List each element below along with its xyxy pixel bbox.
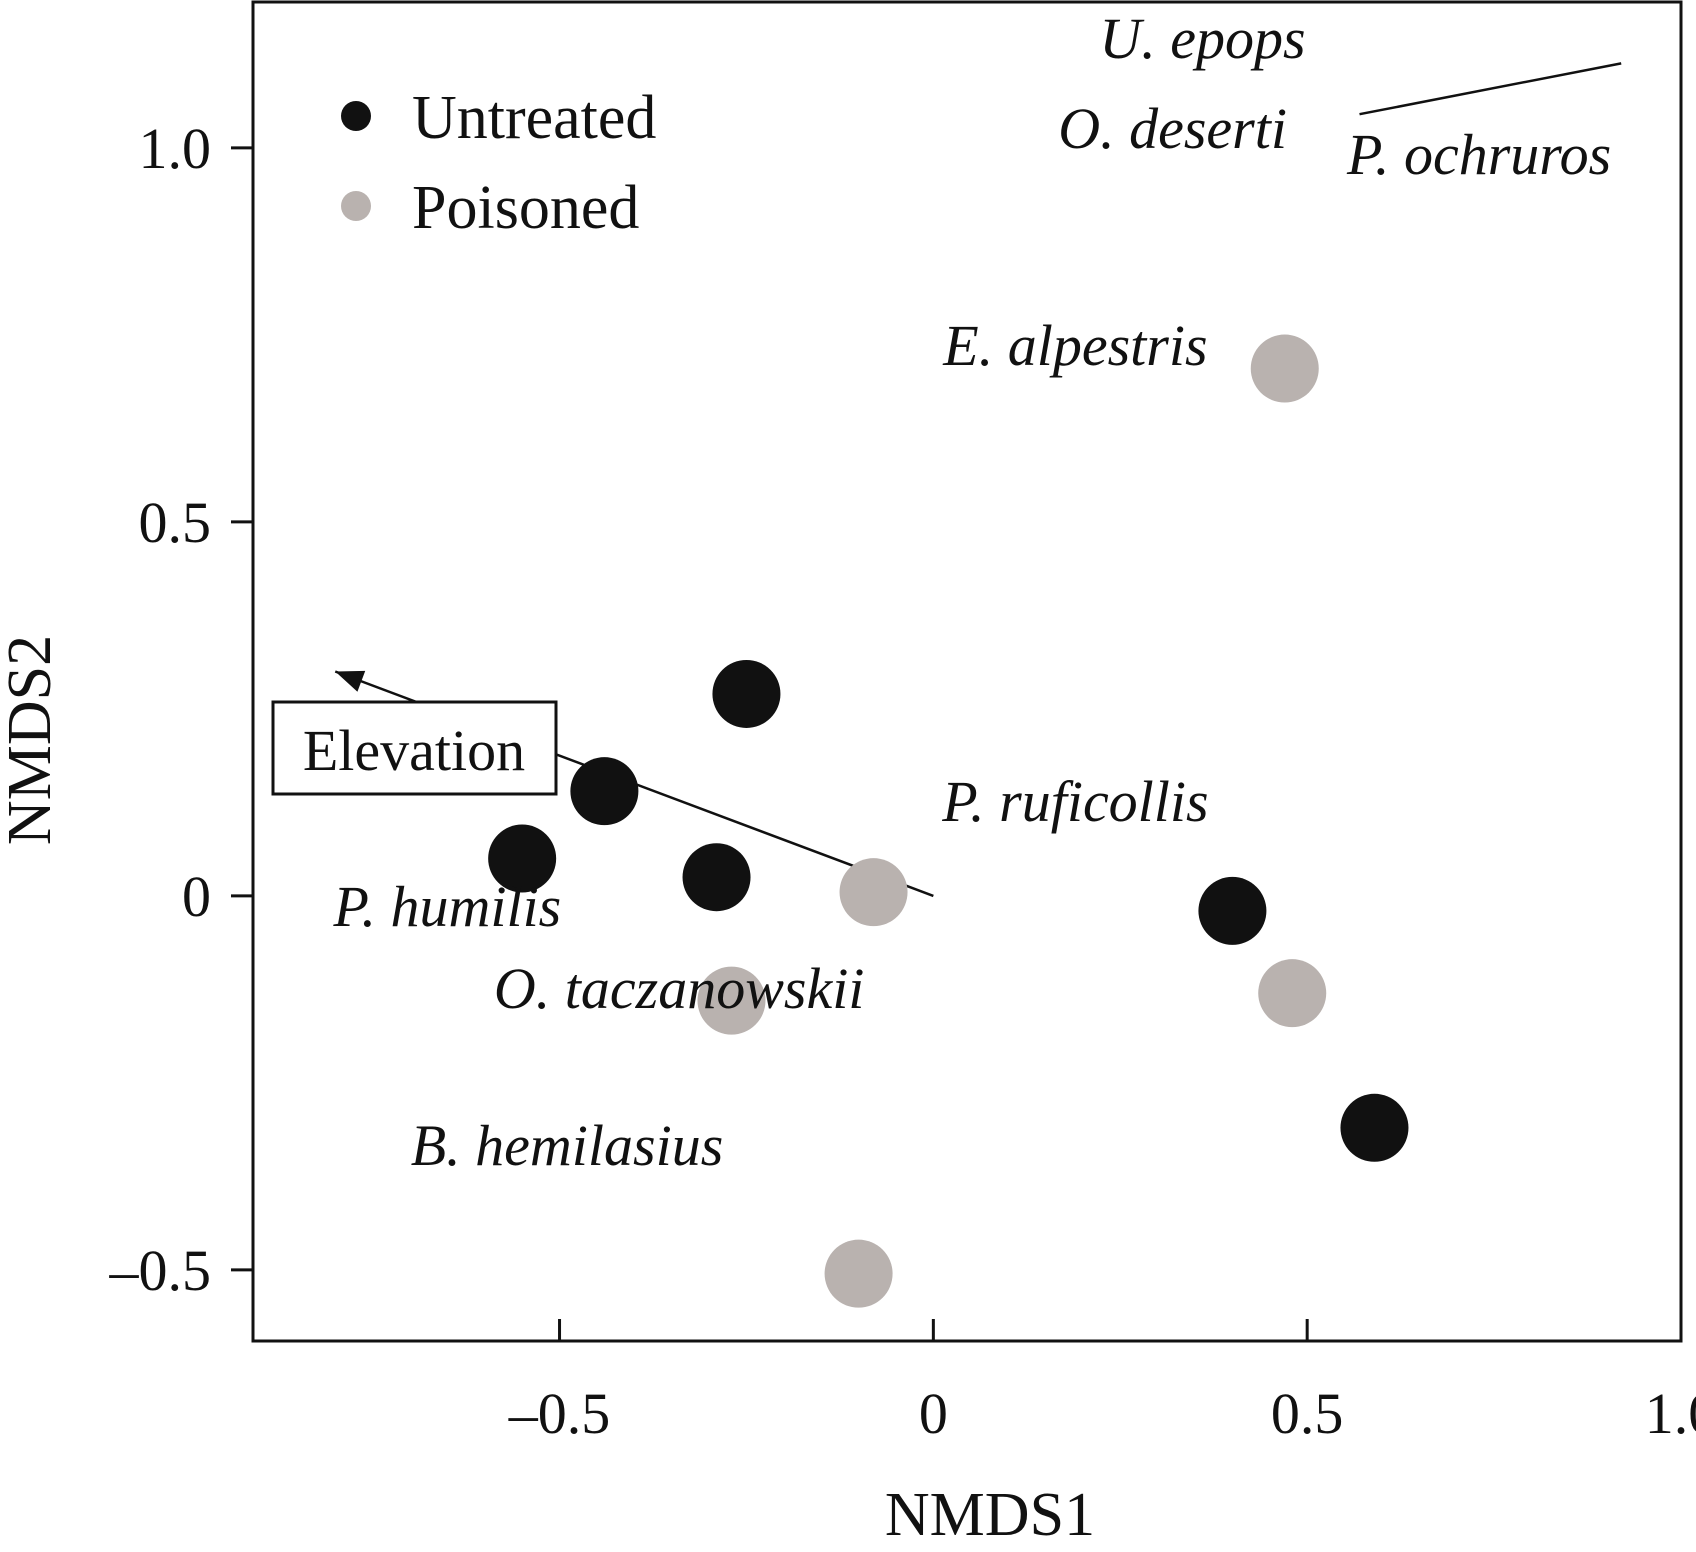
point-poisoned — [1258, 959, 1327, 1028]
species-label-p-humilis: P. humilis — [333, 874, 562, 939]
species-connectors — [1359, 62, 1622, 116]
species-label-e-alpestris: E. alpestris — [942, 313, 1207, 378]
legend: Untreated Poisoned — [341, 84, 656, 242]
legend-marker-untreated — [341, 101, 371, 131]
point-untreated — [682, 843, 751, 912]
point-poisoned — [1250, 334, 1319, 403]
point-poisoned — [824, 1239, 893, 1308]
x-tick-label: 0.5 — [1271, 1381, 1344, 1446]
point-untreated — [712, 659, 781, 728]
point-untreated — [1340, 1093, 1409, 1162]
point-untreated — [1198, 876, 1267, 945]
species-label-p-ochruros: P. ochruros — [1346, 122, 1611, 187]
point-poisoned — [839, 858, 908, 927]
environmental-vectors: Elevation — [271, 670, 934, 898]
y-tick-label: 0 — [182, 864, 211, 929]
vector-label-box — [271, 700, 558, 796]
vector-label-elevation: Elevation — [303, 718, 525, 783]
x-tick-label: –0.5 — [508, 1381, 611, 1446]
species-label-p-ruficollis: P. ruficollis — [941, 769, 1208, 834]
point-poisoned — [697, 966, 766, 1035]
y-tick-label: 1.0 — [139, 116, 212, 181]
point-untreated — [570, 757, 639, 826]
species-label-o-deserti: O. deserti — [1058, 96, 1287, 161]
plot-frame — [251, 0, 1683, 1343]
species-connector-line — [1359, 62, 1622, 116]
legend-label-poisoned: Poisoned — [412, 174, 639, 242]
x-axis-ticks: –0.5 0 0.5 1.0 — [508, 1319, 1696, 1446]
point-untreated — [488, 824, 557, 893]
data-points — [488, 334, 1409, 1308]
legend-marker-poisoned — [341, 191, 371, 221]
y-axis-ticks: –0.5 0 0.5 1.0 — [109, 116, 253, 1303]
y-tick-label: 0.5 — [139, 490, 212, 555]
x-axis-title: NMDS1 — [885, 1481, 1095, 1549]
species-labels: U. epops O. deserti P. ochruros E. alpestri… — [333, 6, 1612, 1178]
legend-label-untreated: Untreated — [412, 84, 656, 152]
species-label-u-epops: U. epops — [1099, 6, 1305, 71]
y-tick-label: –0.5 — [109, 1238, 212, 1303]
y-axis-title: NMDS2 — [0, 635, 64, 845]
vector-arrowhead — [335, 670, 366, 692]
x-tick-label: 1.0 — [1645, 1381, 1696, 1446]
species-label-b-hemilasius: B. hemilasius — [411, 1113, 724, 1178]
species-label-o-taczanowskii: O. taczanowskii — [494, 956, 865, 1021]
x-tick-label: 0 — [919, 1381, 948, 1446]
